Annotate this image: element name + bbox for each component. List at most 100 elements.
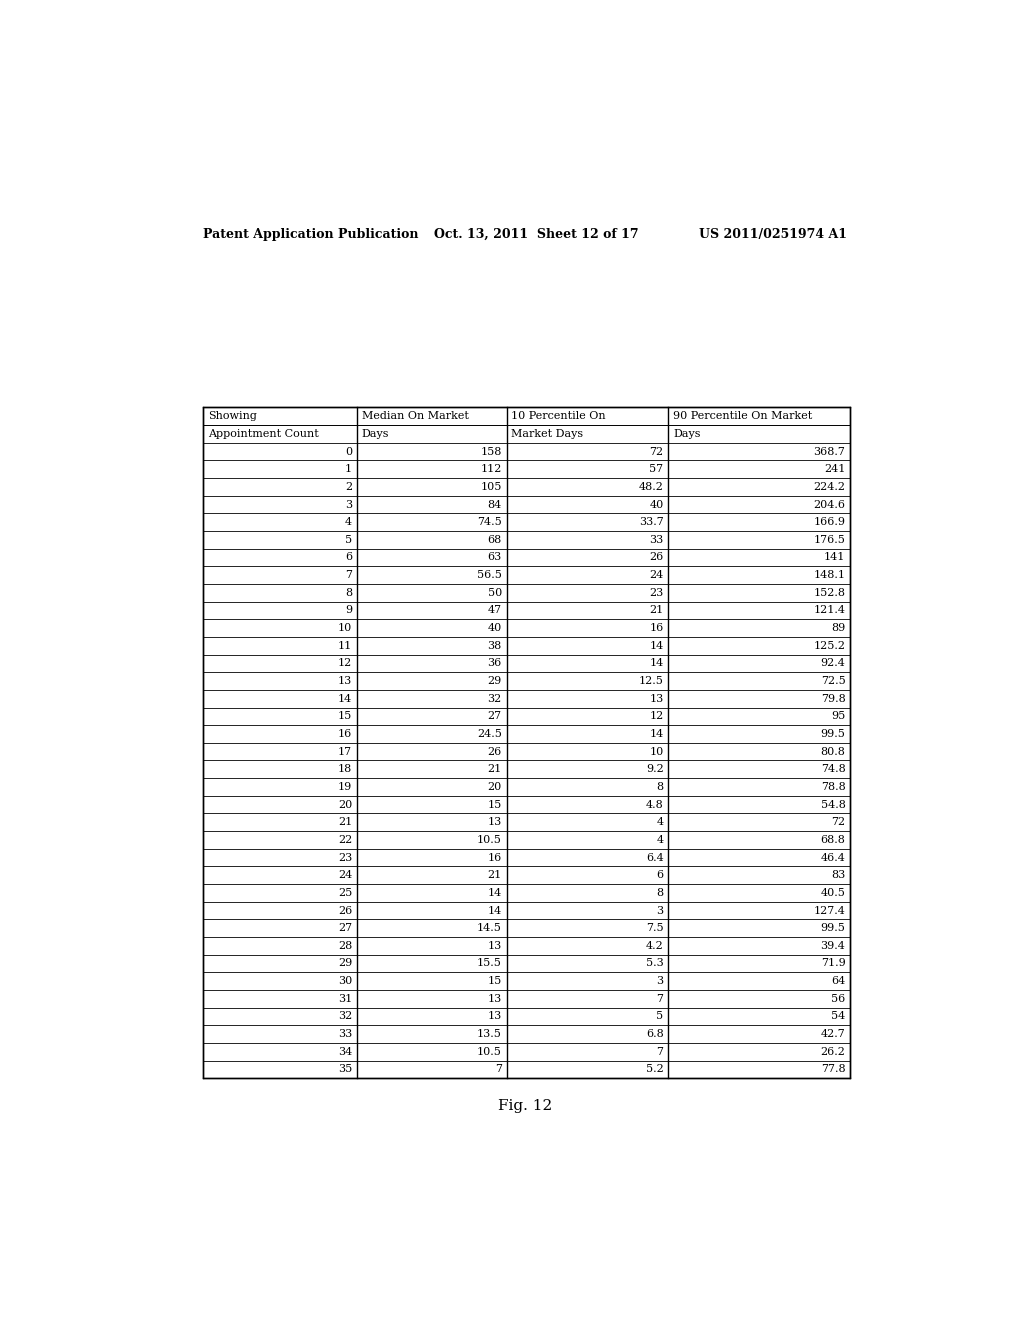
Text: 6: 6: [345, 553, 352, 562]
Text: 33: 33: [338, 1030, 352, 1039]
Text: 26: 26: [338, 906, 352, 916]
Text: 7: 7: [345, 570, 352, 579]
Text: 5.3: 5.3: [646, 958, 664, 969]
Text: Days: Days: [361, 429, 389, 438]
Text: 24: 24: [649, 570, 664, 579]
Text: 29: 29: [487, 676, 502, 686]
Text: 166.9: 166.9: [813, 517, 846, 527]
Text: 10 Percentile On: 10 Percentile On: [511, 412, 606, 421]
Text: 47: 47: [487, 606, 502, 615]
Text: 63: 63: [487, 553, 502, 562]
Text: 39.4: 39.4: [820, 941, 846, 950]
Text: 42.7: 42.7: [820, 1030, 846, 1039]
Text: 176.5: 176.5: [813, 535, 846, 545]
Text: Showing: Showing: [208, 412, 257, 421]
Text: 64: 64: [831, 977, 846, 986]
Text: 90 Percentile On Market: 90 Percentile On Market: [673, 412, 812, 421]
Text: 40.5: 40.5: [820, 888, 846, 898]
Text: 152.8: 152.8: [813, 587, 846, 598]
Text: Fig. 12: Fig. 12: [498, 1098, 552, 1113]
Text: 0: 0: [345, 446, 352, 457]
Text: 24: 24: [338, 870, 352, 880]
Text: 13: 13: [487, 994, 502, 1003]
Text: 4.2: 4.2: [646, 941, 664, 950]
Text: 15.5: 15.5: [477, 958, 502, 969]
Text: 84: 84: [487, 499, 502, 510]
Text: 14: 14: [649, 640, 664, 651]
Text: 71.9: 71.9: [820, 958, 846, 969]
Text: 18: 18: [338, 764, 352, 775]
Text: 10.5: 10.5: [477, 836, 502, 845]
Text: 112: 112: [480, 465, 502, 474]
Text: 22: 22: [338, 836, 352, 845]
Text: 13.5: 13.5: [477, 1030, 502, 1039]
Text: 27: 27: [338, 923, 352, 933]
Text: 4: 4: [345, 517, 352, 527]
Bar: [204, 408, 850, 1078]
Text: 50: 50: [487, 587, 502, 598]
Text: 12: 12: [649, 711, 664, 721]
Text: 121.4: 121.4: [813, 606, 846, 615]
Text: Days: Days: [673, 429, 700, 438]
Text: 16: 16: [338, 729, 352, 739]
Text: Oct. 13, 2011  Sheet 12 of 17: Oct. 13, 2011 Sheet 12 of 17: [433, 228, 638, 242]
Text: 35: 35: [338, 1064, 352, 1074]
Text: 56.5: 56.5: [477, 570, 502, 579]
Text: 15: 15: [487, 977, 502, 986]
Text: 5: 5: [345, 535, 352, 545]
Text: 78.8: 78.8: [820, 781, 846, 792]
Text: US 2011/0251974 A1: US 2011/0251974 A1: [699, 228, 848, 242]
Text: 26.2: 26.2: [820, 1047, 846, 1057]
Text: 21: 21: [649, 606, 664, 615]
Text: 10: 10: [338, 623, 352, 634]
Text: 83: 83: [831, 870, 846, 880]
Text: 74.5: 74.5: [477, 517, 502, 527]
Text: 3: 3: [656, 977, 664, 986]
Text: 5: 5: [656, 1011, 664, 1022]
Text: 8: 8: [656, 781, 664, 792]
Text: 4.8: 4.8: [646, 800, 664, 809]
Text: 95: 95: [831, 711, 846, 721]
Text: 10: 10: [649, 747, 664, 756]
Text: 89: 89: [831, 623, 846, 634]
Text: 79.8: 79.8: [820, 694, 846, 704]
Text: 15: 15: [338, 711, 352, 721]
Text: 68: 68: [487, 535, 502, 545]
Text: 158: 158: [480, 446, 502, 457]
Text: 24.5: 24.5: [477, 729, 502, 739]
Text: 32: 32: [487, 694, 502, 704]
Text: 29: 29: [338, 958, 352, 969]
Text: 1: 1: [345, 465, 352, 474]
Text: 74.8: 74.8: [820, 764, 846, 775]
Text: 13: 13: [487, 817, 502, 828]
Text: 8: 8: [345, 587, 352, 598]
Text: 21: 21: [487, 870, 502, 880]
Text: 204.6: 204.6: [813, 499, 846, 510]
Text: 11: 11: [338, 640, 352, 651]
Text: 99.5: 99.5: [820, 729, 846, 739]
Text: 40: 40: [487, 623, 502, 634]
Text: 72: 72: [649, 446, 664, 457]
Text: 19: 19: [338, 781, 352, 792]
Text: 105: 105: [480, 482, 502, 492]
Text: 16: 16: [487, 853, 502, 862]
Text: 26: 26: [649, 553, 664, 562]
Text: 13: 13: [649, 694, 664, 704]
Text: 7.5: 7.5: [646, 923, 664, 933]
Text: 13: 13: [487, 941, 502, 950]
Text: 14: 14: [649, 729, 664, 739]
Text: 13: 13: [487, 1011, 502, 1022]
Text: 46.4: 46.4: [820, 853, 846, 862]
Text: 26: 26: [487, 747, 502, 756]
Text: 3: 3: [345, 499, 352, 510]
Text: 7: 7: [495, 1064, 502, 1074]
Text: 25: 25: [338, 888, 352, 898]
Text: 2: 2: [345, 482, 352, 492]
Text: 8: 8: [656, 888, 664, 898]
Text: 48.2: 48.2: [639, 482, 664, 492]
Text: 7: 7: [656, 994, 664, 1003]
Text: 21: 21: [338, 817, 352, 828]
Text: 125.2: 125.2: [813, 640, 846, 651]
Text: 54: 54: [831, 1011, 846, 1022]
Text: 56: 56: [831, 994, 846, 1003]
